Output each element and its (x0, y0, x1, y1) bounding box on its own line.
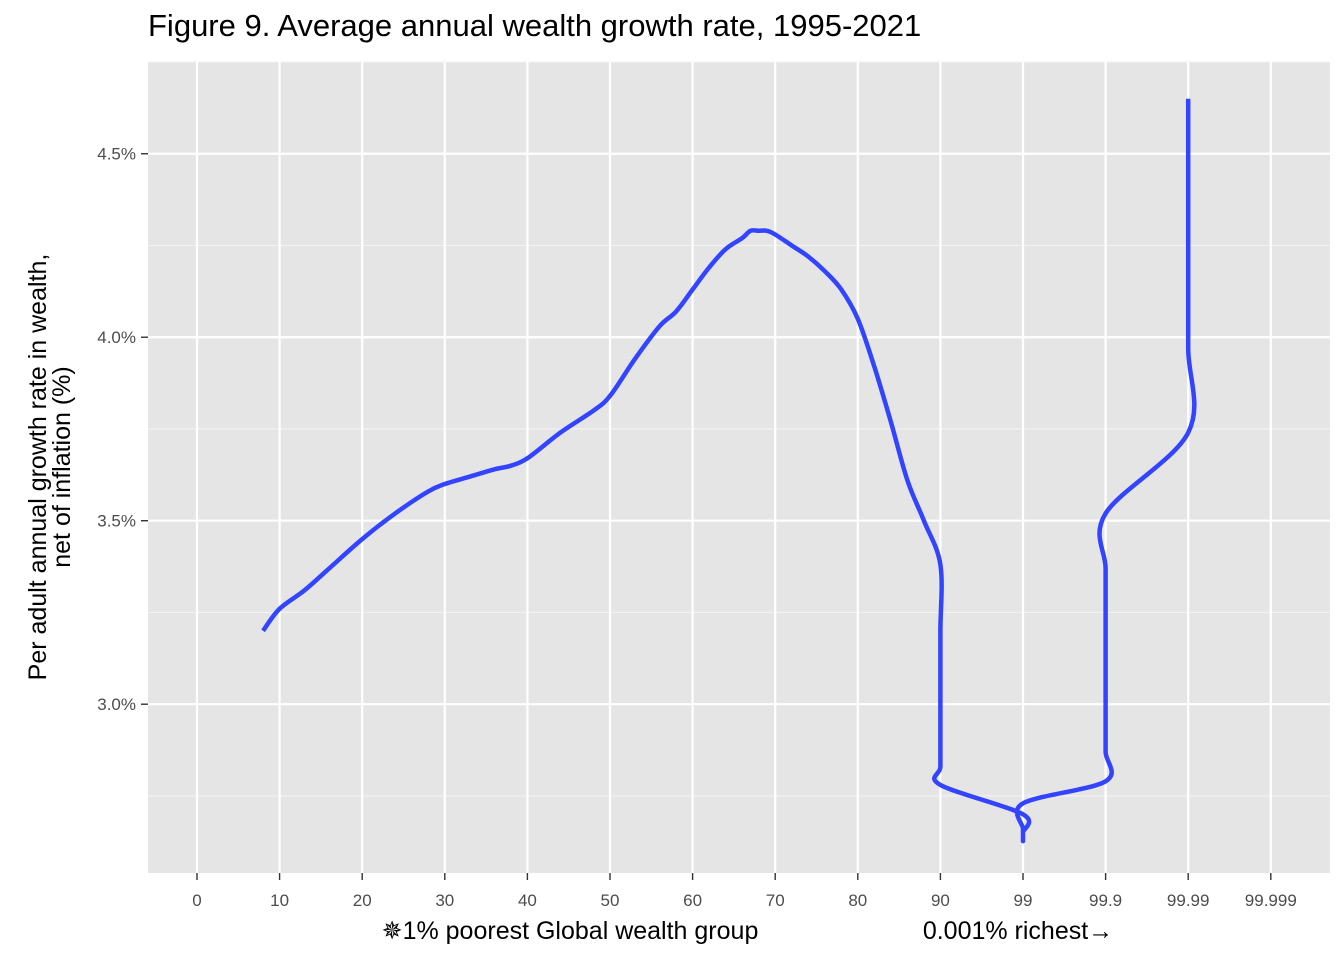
x-tick-label: 99.9 (1089, 891, 1122, 910)
y-tick-label: 3.0% (97, 695, 136, 714)
y-tick-label: 4.0% (97, 328, 136, 347)
series-line (261, 98, 1197, 844)
x-axis-label-right: 0.001% richest→ (923, 917, 1113, 945)
axis-ticks (141, 153, 1272, 880)
series-layer (261, 98, 1197, 844)
x-tick-label: 0 (192, 891, 201, 910)
y-axis-title: Per adult annual growth rate in wealth, … (24, 254, 76, 681)
y-tick-label: 3.5% (97, 512, 136, 531)
x-tick-label: 99.99 (1167, 891, 1210, 910)
x-tick-label: 30 (435, 891, 454, 910)
y-axis-label-line2: net of inflation (%) (48, 366, 76, 568)
chart-title: Figure 9. Average annual wealth growth r… (148, 8, 922, 43)
x-tick-label: 70 (766, 891, 785, 910)
x-tick-label: 10 (270, 891, 289, 910)
x-tick-label: 60 (683, 891, 702, 910)
y-tick-labels: 3.0% 3.5% 4.0% 4.5% (97, 145, 136, 714)
plot-panel (148, 62, 1330, 873)
x-tick-label: 40 (518, 891, 537, 910)
x-tick-label: 50 (601, 891, 620, 910)
x-tick-label: 99.999 (1245, 891, 1297, 910)
x-tick-label: 80 (848, 891, 867, 910)
x-tick-label: 99 (1014, 891, 1033, 910)
y-tick-label: 4.5% (97, 145, 136, 164)
minor-gridlines (148, 61, 1330, 797)
x-axis-label-left: ✵1% poorest Global wealth group (382, 917, 759, 945)
x-tick-label: 20 (353, 891, 372, 910)
y-axis-label-line1: Per adult annual growth rate in wealth, (24, 254, 52, 681)
x-tick-labels: 0 10 20 30 40 50 60 70 80 90 99 99.9 99.99 99.999 (192, 891, 1297, 910)
x-tick-label: 90 (931, 891, 950, 910)
